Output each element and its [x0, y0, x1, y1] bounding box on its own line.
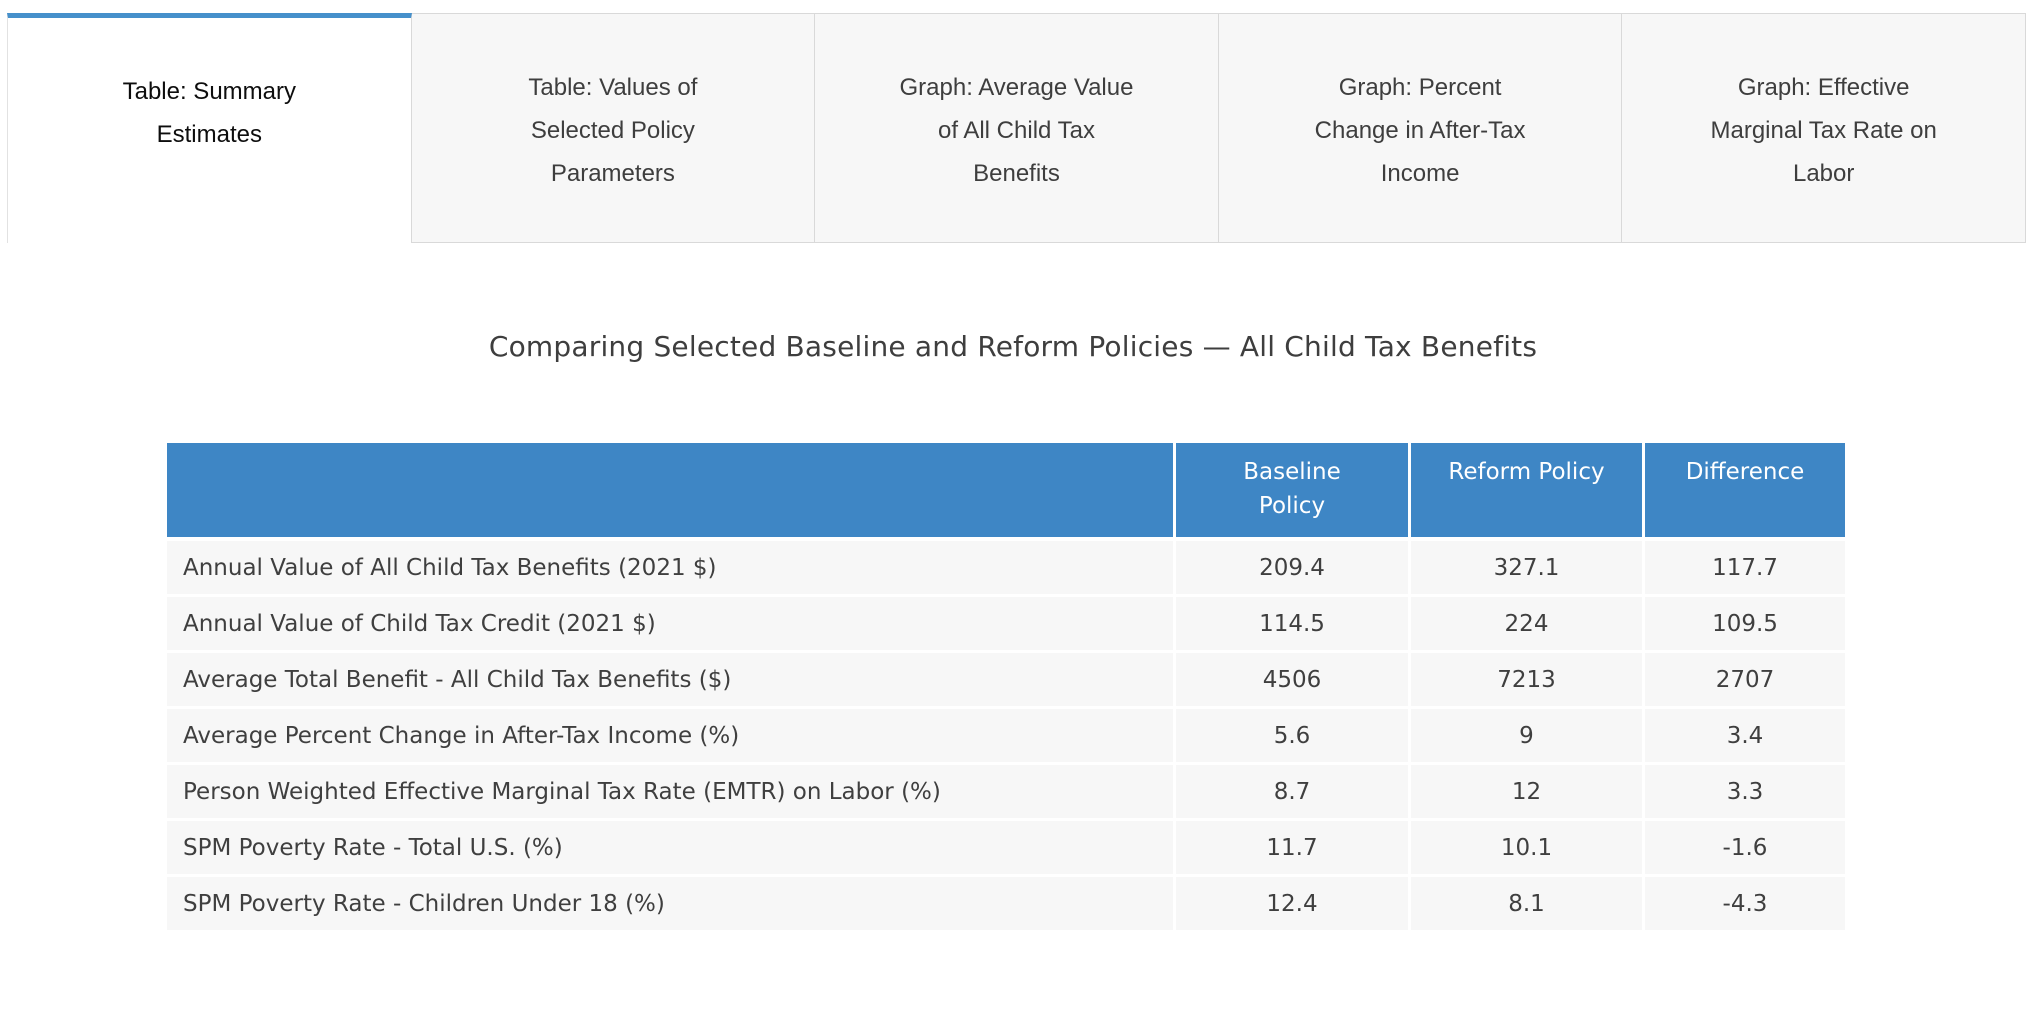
baseline-value-cell: 114.5	[1173, 597, 1408, 653]
tab-table-summary-estimates[interactable]: Table: Summary Estimates	[7, 13, 412, 243]
difference-value-cell: 109.5	[1642, 597, 1845, 653]
table-row: SPM Poverty Rate - Total U.S. (%) 11.7 10.…	[167, 821, 1845, 877]
baseline-value-cell: 8.7	[1173, 765, 1408, 821]
difference-value-cell: 3.3	[1642, 765, 1845, 821]
column-header-difference: Difference	[1642, 443, 1845, 541]
row-label-cell: Average Total Benefit - All Child Tax Be…	[167, 653, 1173, 709]
table-row: Annual Value of All Child Tax Benefits (…	[167, 541, 1845, 597]
row-label-cell: Annual Value of All Child Tax Benefits (…	[167, 541, 1173, 597]
tab-graph-effective-marginal-tax-rate-on-labor[interactable]: Graph: Effective Marginal Tax Rate on La…	[1622, 13, 2026, 243]
table-row: Person Weighted Effective Marginal Tax R…	[167, 765, 1845, 821]
row-label-cell: Person Weighted Effective Marginal Tax R…	[167, 765, 1173, 821]
column-header-reform-policy: Reform Policy	[1408, 443, 1642, 541]
baseline-value-cell: 5.6	[1173, 709, 1408, 765]
row-label-cell: SPM Poverty Rate - Children Under 18 (%)	[167, 877, 1173, 933]
baseline-value-cell: 12.4	[1173, 877, 1408, 933]
column-header-empty	[167, 443, 1173, 541]
difference-value-cell: 3.4	[1642, 709, 1845, 765]
reform-value-cell: 7213	[1408, 653, 1642, 709]
difference-value-cell: -1.6	[1642, 821, 1845, 877]
page-title: Comparing Selected Baseline and Reform P…	[488, 330, 1538, 363]
table-row: Average Percent Change in After-Tax Inco…	[167, 709, 1845, 765]
table-row: SPM Poverty Rate - Children Under 18 (%)…	[167, 877, 1845, 933]
row-label-cell: SPM Poverty Rate - Total U.S. (%)	[167, 821, 1173, 877]
row-label-cell: Average Percent Change in After-Tax Inco…	[167, 709, 1173, 765]
reform-value-cell: 327.1	[1408, 541, 1642, 597]
tab-graph-percent-change-in-after-tax-income[interactable]: Graph: Percent Change in After-Tax Incom…	[1218, 13, 1623, 243]
tab-bar: Table: Summary Estimates Table: Values of…	[7, 13, 2026, 243]
row-label-cell: Annual Value of Child Tax Credit (2021 $…	[167, 597, 1173, 653]
reform-value-cell: 12	[1408, 765, 1642, 821]
difference-value-cell: 2707	[1642, 653, 1845, 709]
baseline-value-cell: 11.7	[1173, 821, 1408, 877]
reform-value-cell: 224	[1408, 597, 1642, 653]
column-header-baseline-policy: Baseline Policy	[1173, 443, 1408, 541]
table-row: Annual Value of Child Tax Credit (2021 $…	[167, 597, 1845, 653]
difference-value-cell: -4.3	[1642, 877, 1845, 933]
tab-table-values-of-selected-policy-parameters[interactable]: Table: Values of Selected Policy Paramet…	[411, 13, 816, 243]
baseline-value-cell: 209.4	[1173, 541, 1408, 597]
reform-value-cell: 10.1	[1408, 821, 1642, 877]
reform-value-cell: 8.1	[1408, 877, 1642, 933]
reform-value-cell: 9	[1408, 709, 1642, 765]
table-header-row: Baseline Policy Reform Policy Difference	[167, 443, 1845, 541]
baseline-value-cell: 4506	[1173, 653, 1408, 709]
tab-graph-average-value-of-all-child-tax-benefits[interactable]: Graph: Average Value of All Child Tax Be…	[815, 13, 1219, 243]
summary-estimates-table: Baseline Policy Reform Policy Difference…	[167, 443, 1845, 933]
table-row: Average Total Benefit - All Child Tax Be…	[167, 653, 1845, 709]
difference-value-cell: 117.7	[1642, 541, 1845, 597]
